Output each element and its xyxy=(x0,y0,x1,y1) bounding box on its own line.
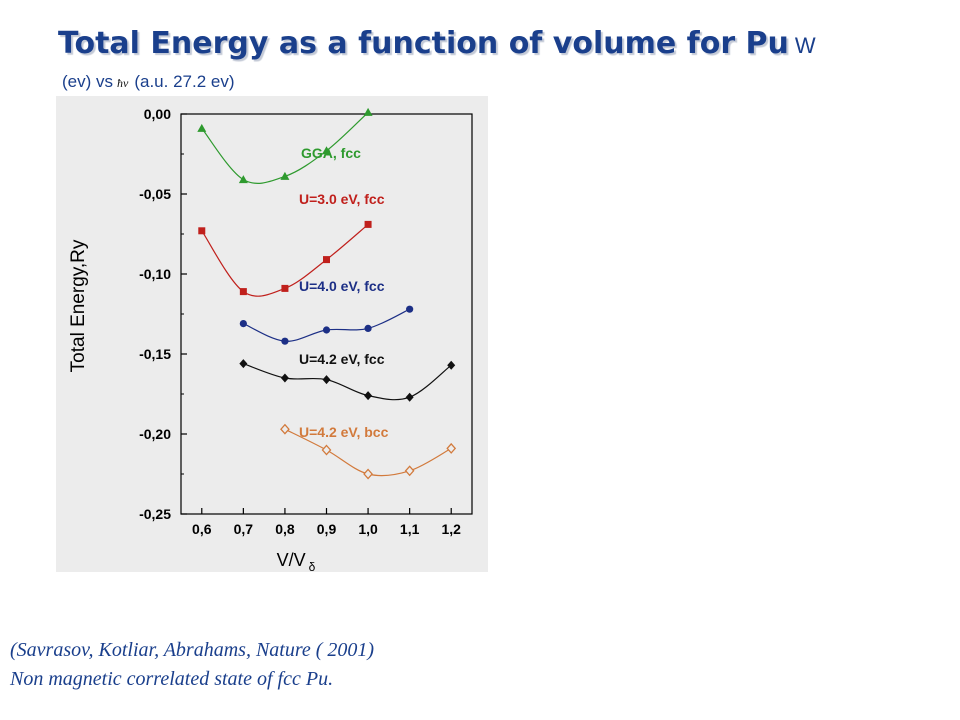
data-point-diamond xyxy=(364,391,373,401)
x-tick-label: 0,6 xyxy=(192,521,212,537)
data-point-circle xyxy=(239,320,247,328)
series-line xyxy=(243,363,452,401)
data-point-square xyxy=(239,288,247,296)
x-tick-label: 1,0 xyxy=(358,521,378,537)
x-axis-label-main: V/V xyxy=(277,550,306,570)
data-point-circle xyxy=(364,324,372,332)
chart-series-labels: GGA, fcc U=3.0 eV, fcc U=4.0 eV, fcc U=4.2 … xyxy=(299,145,389,440)
subtitle-left: (ev) vs xyxy=(62,72,113,91)
y-tick-label: -0,05 xyxy=(139,186,171,202)
y-axis-label: Total Energy,Ry xyxy=(68,239,89,372)
data-point-open-diamond xyxy=(446,442,457,454)
hbar-nu-symbol: ħν xyxy=(117,76,129,90)
y-tick-label: -0,10 xyxy=(139,266,171,282)
x-tick-label: 0,8 xyxy=(275,521,295,537)
series-label: U=4.2 eV, bcc xyxy=(299,424,389,440)
data-point-diamond xyxy=(280,373,289,383)
citation: (Savrasov, Kotliar, Abrahams, Nature ( 2… xyxy=(10,636,374,694)
energy-volume-chart: 0,00 -0,05 -0,10 -0,15 -0,20 -0,25 0,6 0,7 0,8 0,… xyxy=(68,106,473,572)
series-label: GGA, fcc xyxy=(301,145,361,161)
data-point-triangle xyxy=(280,171,290,180)
data-point-circle xyxy=(281,337,289,345)
data-point-square xyxy=(198,227,206,235)
data-point-square xyxy=(364,220,372,228)
slide-title-main: Total Energy as a function of volume for… xyxy=(58,26,789,61)
data-point-diamond xyxy=(239,359,248,369)
data-point-diamond xyxy=(405,392,414,402)
data-point-diamond xyxy=(322,375,331,385)
data-point-diamond xyxy=(447,360,456,370)
slide-subtitle: (ev) vs ħν (a.u. 27.2 ev) xyxy=(62,72,235,92)
citation-line-1: (Savrasov, Kotliar, Abrahams, Nature ( 2… xyxy=(10,639,375,661)
data-point-circle xyxy=(322,326,331,334)
slide-title: Total Energy as a function of volume for… xyxy=(58,26,816,61)
x-tick-label: 1,1 xyxy=(400,521,420,537)
y-tick-label: 0,00 xyxy=(144,106,171,122)
x-tick-label: 0,9 xyxy=(317,521,337,537)
data-point-square xyxy=(323,256,330,264)
y-tick-label: -0,25 xyxy=(139,506,171,522)
citation-line-2: Non magnetic correlated state of fcc Pu. xyxy=(10,668,334,690)
data-point-triangle xyxy=(363,107,373,116)
y-tick-label: -0,15 xyxy=(139,346,171,362)
data-point-open-diamond xyxy=(280,423,290,435)
data-point-triangle xyxy=(197,123,207,132)
series-line xyxy=(243,308,410,342)
series-label: U=4.0 eV, fcc xyxy=(299,278,385,294)
series-label: U=3.0 eV, fcc xyxy=(299,191,385,207)
x-tick-label: 1,2 xyxy=(441,521,461,537)
x-axis-label: V/V δ xyxy=(277,550,316,572)
y-tick-label: -0,20 xyxy=(139,426,171,442)
chart-curves xyxy=(201,111,452,477)
chart-axes: 0,00 -0,05 -0,10 -0,15 -0,20 -0,25 0,6 0,7 0,8 0,… xyxy=(139,106,473,537)
slide-title-suffix: W xyxy=(794,33,816,58)
x-tick-label: 0,7 xyxy=(234,521,254,537)
x-axis-label-subscript: δ xyxy=(309,560,316,572)
chart-markers xyxy=(197,107,457,480)
data-point-square xyxy=(281,284,289,292)
subtitle-right: (a.u. 27.2 ev) xyxy=(134,72,235,91)
data-point-open-diamond xyxy=(363,468,373,480)
data-point-triangle xyxy=(322,146,331,155)
data-point-triangle xyxy=(238,175,248,184)
data-point-open-diamond xyxy=(404,465,415,477)
data-point-open-diamond xyxy=(321,444,332,456)
series-label: U=4.2 eV, fcc xyxy=(299,351,385,367)
chart-panel: 0,00 -0,05 -0,10 -0,15 -0,20 -0,25 0,6 0,7 0,8 0,… xyxy=(56,96,488,572)
data-point-circle xyxy=(406,305,414,313)
